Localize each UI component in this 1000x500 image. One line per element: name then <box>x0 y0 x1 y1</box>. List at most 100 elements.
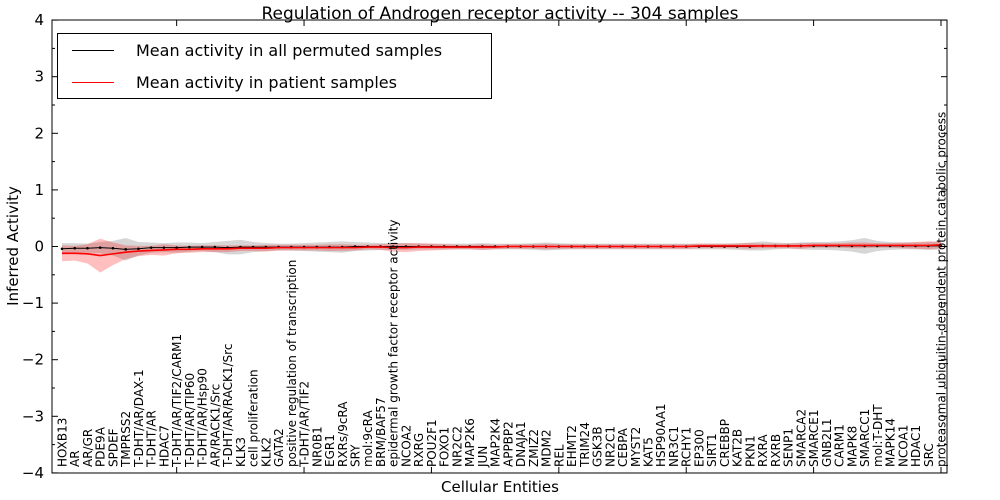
x-tick-label: RXRs/9cRA <box>336 401 350 467</box>
y-tick-label: −3 <box>22 407 44 425</box>
y-tick-label: −2 <box>22 351 44 369</box>
x-tick-label: KLK3 <box>234 437 248 467</box>
permuted-marker-dot <box>149 246 153 249</box>
x-tick-label: SMARCA2 <box>794 409 808 467</box>
permuted-std-band <box>62 238 941 261</box>
legend-item-patient: Mean activity in patient samples <box>72 73 491 92</box>
x-tick-label: RXRA <box>756 434 770 467</box>
x-tick-label: EHMT2 <box>565 425 579 467</box>
permuted-marker-dot <box>98 246 102 249</box>
x-tick-label: NR2C1 <box>603 426 617 467</box>
permuted-marker-dot <box>124 248 127 251</box>
x-tick-label: BRM/BAF57 <box>374 397 388 467</box>
legend: Mean activity in all permuted samples Me… <box>57 33 492 99</box>
permuted-marker-dot <box>175 246 178 249</box>
x-tick-label: proteasomal ubiquitin-dependent protein … <box>935 112 949 467</box>
x-tick-label: NCOA2 <box>399 425 413 467</box>
permuted-line-swatch <box>72 49 114 51</box>
x-tick-label: SRY <box>349 444 363 467</box>
x-tick-label: KLK2 <box>259 437 273 467</box>
x-tick-label: POU2F1 <box>425 419 439 467</box>
patient-line-swatch <box>72 81 114 83</box>
permuted-marker-dot <box>73 246 77 250</box>
x-tick-label: REL <box>552 444 566 467</box>
x-tick-label: NCOA1 <box>896 425 910 467</box>
x-tick-label: MAPK14 <box>884 418 898 467</box>
x-tick-label: DNAJA1 <box>514 421 528 467</box>
patient-mean-line <box>62 244 942 257</box>
x-tick-label: positive regulation of transcription <box>285 260 299 467</box>
x-tick-label: SRC <box>922 443 936 467</box>
x-tick-label: MAP2K6 <box>463 418 477 467</box>
x-tick-label: SMARCE1 <box>807 409 821 467</box>
x-tick-label: HDAC1 <box>909 425 923 467</box>
y-tick-label: −4 <box>22 464 44 482</box>
x-tick-label: EGR1 <box>323 434 337 467</box>
x-tick-label: GSK3B <box>591 426 605 467</box>
x-tick-label: AR <box>68 450 82 467</box>
x-tick-label: HSP90AA1 <box>654 403 668 467</box>
permuted-marker-dot <box>200 245 204 249</box>
y-tick-label: 4 <box>34 11 44 29</box>
permuted-marker-dot <box>188 245 191 249</box>
x-tick-label: mol:T-DHT <box>871 404 885 467</box>
x-tick-label: CARM1 <box>833 424 847 467</box>
permuted-marker-dot <box>213 245 217 249</box>
x-tick-label: MAPK8 <box>845 426 859 467</box>
x-tick-label: PKN1 <box>743 435 757 467</box>
x-tick-label: CREBBP <box>718 419 732 467</box>
permuted-marker-dot <box>137 247 140 251</box>
x-tick-label: GATA2 <box>272 428 286 467</box>
x-tick-label: ZMIZ2 <box>527 429 541 467</box>
chart-title: Regulation of Androgen receptor activity… <box>261 4 739 24</box>
x-tick-label: CEBPA <box>616 427 630 467</box>
x-tick-label: T-DHT/AR/RACK1/Src <box>221 344 235 468</box>
x-tick-label: EP300 <box>692 429 706 467</box>
x-tick-label: NR0B1 <box>310 426 324 467</box>
x-tick-label: APPBP2 <box>501 421 515 467</box>
legend-item-permuted: Mean activity in all permuted samples <box>72 41 491 60</box>
permuted-marker-dot <box>86 246 89 250</box>
permuted-marker-dot <box>60 247 64 251</box>
y-tick-label: 0 <box>34 238 44 256</box>
legend-label: Mean activity in patient samples <box>136 72 397 92</box>
x-tick-label: SPDEF <box>106 428 120 467</box>
x-tick-label: JUN <box>476 446 490 468</box>
x-tick-label: MYST2 <box>629 427 643 467</box>
x-tick-label: mol:9cRA <box>361 410 375 467</box>
x-tick-label: SENP1 <box>782 428 796 467</box>
x-tick-label: KAT5 <box>642 437 656 467</box>
x-tick-label: HOXB13 <box>56 418 70 467</box>
x-tick-label: SIRT1 <box>705 433 719 467</box>
x-tick-label: RCHY1 <box>680 427 694 467</box>
y-tick-label: 2 <box>34 124 44 142</box>
x-tick-label: T-DHT/AR/Hsp90 <box>196 368 210 468</box>
x-tick-label: NR2C2 <box>450 426 464 467</box>
x-tick-label: RXRB <box>769 434 783 467</box>
x-tick-label: T-DHT/AR/TIF2/CARM1 <box>170 334 184 468</box>
x-tick-label: T-DHT/AR <box>145 410 159 468</box>
x-tick-label: T-DHT/AR/TIP60 <box>183 373 197 468</box>
permuted-marker-dot <box>111 246 115 250</box>
x-tick-label: GNB2L1 <box>820 419 834 467</box>
x-tick-label: MAP2K4 <box>489 418 503 467</box>
x-axis-title: Cellular Entities <box>441 478 559 496</box>
x-tick-label: HDAC7 <box>157 425 171 467</box>
x-tick-label: FOXO1 <box>438 427 452 467</box>
legend-label: Mean activity in all permuted samples <box>136 40 443 60</box>
y-tick-label: −1 <box>22 294 44 312</box>
x-tick-label: TRIM24 <box>578 422 592 468</box>
x-tick-label: KAT2B <box>731 429 745 467</box>
x-tick-label: T-DHT/AR/TIF2 <box>298 381 312 468</box>
y-tick-label: 3 <box>34 68 44 86</box>
x-tick-label: AR/GR <box>81 429 95 467</box>
x-tick-label: epidermal growth factor receptor activit… <box>387 220 401 467</box>
y-tick-label: 1 <box>34 181 44 199</box>
permuted-marker-dot <box>162 246 166 249</box>
x-tick-label: SMARCC1 <box>858 409 872 467</box>
x-tick-label: RXRG <box>412 433 426 467</box>
x-tick-label: cell proliferation <box>247 369 261 467</box>
x-tick-label: MDM2 <box>540 429 554 467</box>
